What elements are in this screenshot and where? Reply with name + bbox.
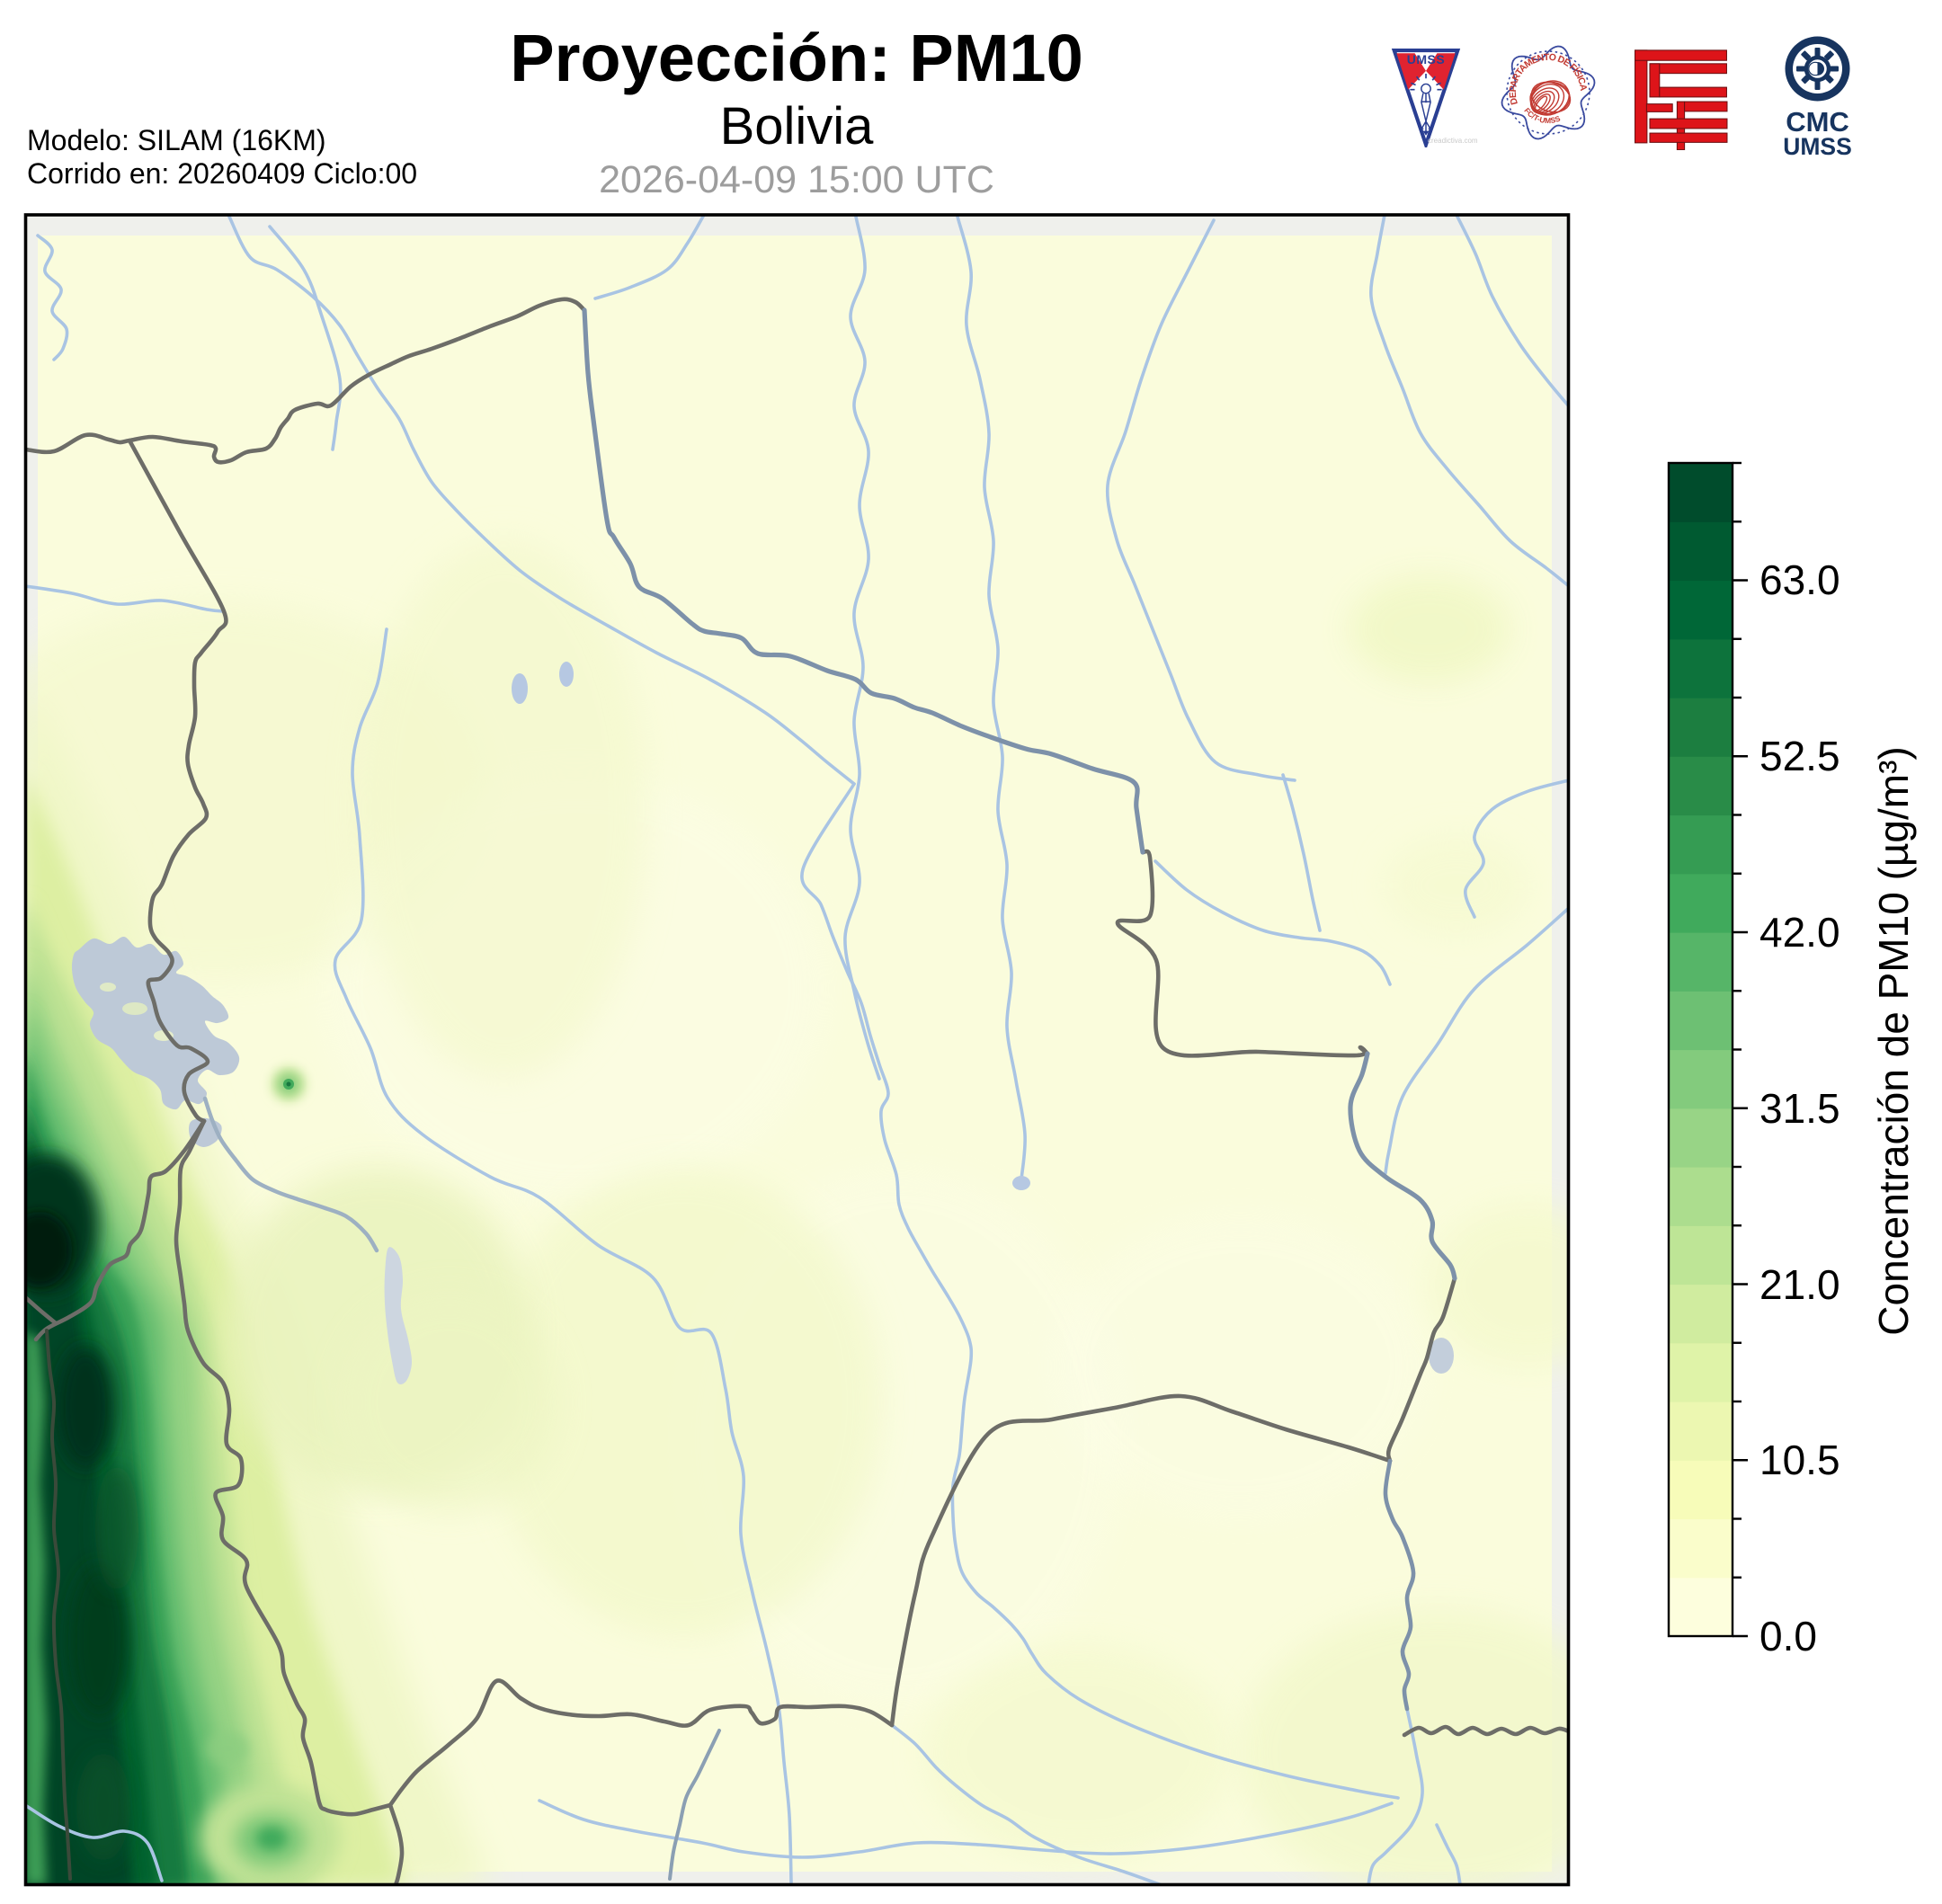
svg-text:CMC: CMC <box>1786 106 1849 138</box>
svg-text:UMSS: UMSS <box>1783 133 1852 160</box>
svg-text:DEPARTAMENTO DE FÍSICA: DEPARTAMENTO DE FÍSICA <box>1508 52 1589 106</box>
svg-text:UMSS: UMSS <box>1407 52 1446 67</box>
